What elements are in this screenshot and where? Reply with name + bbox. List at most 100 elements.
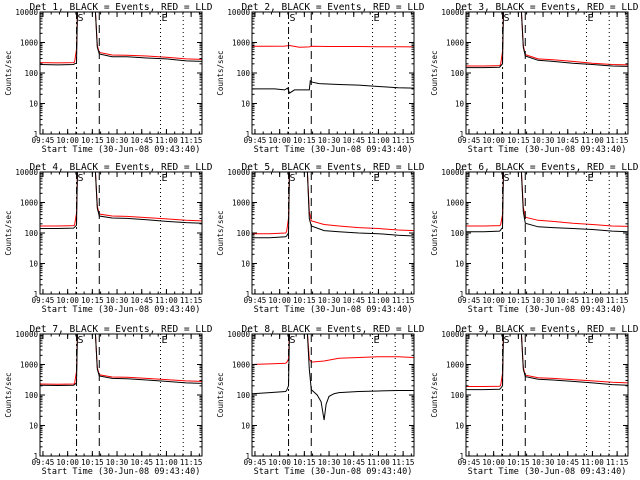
panel-title: Det 5, BLACK = Events, RED = LLD	[241, 162, 424, 173]
series-group	[466, 12, 628, 69]
y-axis-title: Counts/sec	[430, 210, 439, 255]
y-tick-label: 1	[245, 290, 250, 299]
x-axis-title: Start Time (30-Jun-08 09:43:40)	[254, 467, 413, 477]
y-tick-label: 10000	[441, 168, 464, 177]
x-tick-label: 10:00	[482, 458, 505, 467]
x-tick-label: 10:15	[507, 296, 530, 305]
x-tick-label: 10:15	[507, 136, 530, 145]
series-group	[40, 172, 202, 229]
series-group	[252, 172, 414, 239]
x-tick-label: 10:15	[293, 458, 316, 467]
lld-series-line	[40, 172, 202, 227]
y-tick-label: 1000	[20, 361, 39, 370]
plot-frame	[251, 333, 415, 457]
plot-frame	[465, 333, 629, 457]
panel-title: Det 1, BLACK = Events, RED = LLD	[29, 2, 212, 13]
x-axis-title: Start Time (30-Jun-08 09:43:40)	[42, 305, 201, 315]
x-axis-title: Start Time (30-Jun-08 09:43:40)	[254, 305, 413, 315]
x-tick-label: 10:00	[56, 136, 79, 145]
x-tick-label: 09:45	[244, 458, 267, 467]
lld-series-line	[40, 12, 202, 64]
y-tick-label: 1000	[232, 199, 251, 208]
events-series-line	[466, 12, 628, 69]
y-tick-label: 100	[450, 229, 464, 238]
events-series-line	[466, 334, 628, 391]
y-tick-label: 1	[245, 452, 250, 461]
x-tick-label: 11:00	[581, 136, 604, 145]
x-tick-label: 10:30	[532, 136, 555, 145]
x-tick-label: 11:15	[180, 458, 203, 467]
series-group	[466, 334, 628, 391]
x-tick-label: 11:00	[155, 136, 178, 145]
series-group	[40, 12, 202, 66]
plot-frame	[39, 333, 203, 457]
events-series-line	[252, 334, 414, 421]
x-tick-label: 11:00	[581, 458, 604, 467]
x-tick-label: 11:15	[180, 136, 203, 145]
y-axis-title: Counts/sec	[430, 372, 439, 417]
events-series-line	[252, 172, 414, 239]
x-tick-label: 09:45	[458, 458, 481, 467]
x-tick-label: 11:00	[367, 458, 390, 467]
x-tick-label: 11:00	[367, 296, 390, 305]
marker-label-s: S	[290, 13, 296, 24]
x-tick-label: 10:30	[532, 458, 555, 467]
x-tick-label: 09:45	[244, 136, 267, 145]
series-group	[252, 44, 414, 94]
panel-title: Det 7, BLACK = Events, RED = LLD	[29, 324, 212, 335]
y-tick-label: 100	[24, 69, 38, 78]
x-tick-label: 11:00	[155, 296, 178, 305]
panel-title: Det 6, BLACK = Events, RED = LLD	[455, 162, 638, 173]
x-tick-label: 10:45	[130, 296, 153, 305]
marker-label-e: E	[588, 335, 594, 346]
x-tick-label: 10:45	[130, 458, 153, 467]
y-tick-label: 10	[29, 100, 39, 109]
y-tick-label: 1	[459, 290, 464, 299]
x-tick-label: 10:30	[106, 296, 129, 305]
y-tick-label: 10000	[227, 168, 250, 177]
x-tick-label: 10:15	[293, 296, 316, 305]
y-tick-label: 10	[29, 260, 39, 269]
marker-label-e: E	[374, 13, 380, 24]
x-tick-label: 11:15	[392, 296, 415, 305]
y-tick-label: 100	[450, 69, 464, 78]
x-tick-label: 11:00	[155, 458, 178, 467]
x-tick-label: 09:45	[244, 296, 267, 305]
lld-series-line	[252, 172, 414, 235]
y-tick-label: 100	[24, 391, 38, 400]
y-tick-label: 1000	[446, 199, 465, 208]
y-tick-label: 10	[455, 260, 465, 269]
y-tick-label: 1	[245, 130, 250, 139]
x-tick-label: 11:15	[606, 296, 629, 305]
x-tick-label: 10:30	[106, 136, 129, 145]
x-tick-label: 09:45	[32, 458, 55, 467]
y-axis-title: Counts/sec	[4, 210, 13, 255]
x-tick-label: 10:45	[342, 458, 365, 467]
marker-label-e: E	[588, 13, 594, 24]
x-tick-label: 11:00	[367, 136, 390, 145]
x-tick-label: 11:15	[606, 458, 629, 467]
y-tick-label: 10000	[227, 330, 250, 339]
y-tick-label: 1	[33, 452, 38, 461]
y-tick-label: 10	[455, 422, 465, 431]
series-group	[466, 172, 628, 233]
plot-frame	[465, 11, 629, 135]
x-axis-title: Start Time (30-Jun-08 09:43:40)	[42, 145, 201, 155]
plot-frame	[39, 171, 203, 295]
y-tick-label: 100	[236, 229, 250, 238]
x-tick-label: 10:45	[556, 136, 579, 145]
x-tick-label: 10:30	[318, 458, 341, 467]
y-tick-label: 10	[241, 100, 251, 109]
y-tick-label: 1000	[232, 39, 251, 48]
y-axis-title: Counts/sec	[430, 50, 439, 95]
x-tick-label: 09:45	[32, 136, 55, 145]
lld-series-line	[252, 44, 414, 48]
x-axis-title: Start Time (30-Jun-08 09:43:40)	[468, 467, 627, 477]
lld-series-line	[466, 334, 628, 387]
x-tick-label: 10:15	[81, 296, 104, 305]
y-tick-label: 10000	[15, 330, 38, 339]
